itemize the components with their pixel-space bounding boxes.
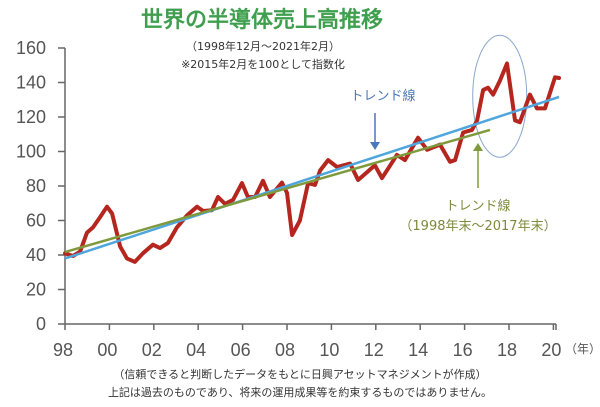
chart-subtitle-1: （1998年12月～2021年2月） — [186, 39, 340, 53]
trend-label-green: トレンド線 — [445, 198, 510, 214]
y-tick-label: 140 — [16, 73, 46, 93]
x-tick-label: 20 — [541, 340, 561, 360]
x-tick-label: 16 — [453, 340, 473, 360]
y-tick-label: 60 — [26, 211, 46, 231]
footer-disclaimer: 上記は過去のものであり、将来の運用成果等を約束するものではありません。 — [108, 385, 492, 399]
y-tick-label: 160 — [16, 38, 46, 58]
trend-label-blue: トレンド線 — [350, 88, 415, 104]
footer-source: （信頼できると判断したデータをもとに日興アセットマネジメントが作成） — [113, 367, 486, 381]
chart-subtitle-2: ※2015年2月を100として指数化 — [181, 57, 345, 71]
x-tick-label: 08 — [275, 340, 295, 360]
semiconductor-sales-line — [63, 61, 561, 264]
trend-label-green-period: （1998年末～2017年末） — [399, 219, 556, 234]
x-tick-label: 12 — [364, 340, 384, 360]
trend-line-blue — [64, 95, 560, 260]
y-tick-label: 0 — [36, 314, 46, 334]
x-tick-label: 06 — [231, 340, 251, 360]
x-tick-label: 00 — [97, 340, 117, 360]
x-tick-label: 04 — [186, 340, 206, 360]
trend-line-green — [64, 128, 491, 254]
y-tick-label: 20 — [26, 280, 46, 300]
arrow-up-icon-head — [473, 143, 483, 151]
arrow-down-icon-head — [370, 142, 380, 150]
x-tick-label: 02 — [142, 340, 162, 360]
x-tick-label: 14 — [408, 340, 428, 360]
x-tick-label: 10 — [319, 340, 339, 360]
x-tick-label: 98 — [53, 340, 73, 360]
x-axis-unit: （年） — [565, 342, 600, 356]
y-tick-label: 100 — [16, 142, 46, 162]
y-tick-label: 40 — [26, 245, 46, 265]
highlight-ellipse — [472, 34, 528, 158]
y-tick-label: 80 — [26, 176, 46, 196]
x-tick-label: 18 — [497, 340, 517, 360]
chart-title: 世界の半導体売上高推移 — [141, 7, 383, 33]
y-tick-label: 120 — [16, 107, 46, 127]
